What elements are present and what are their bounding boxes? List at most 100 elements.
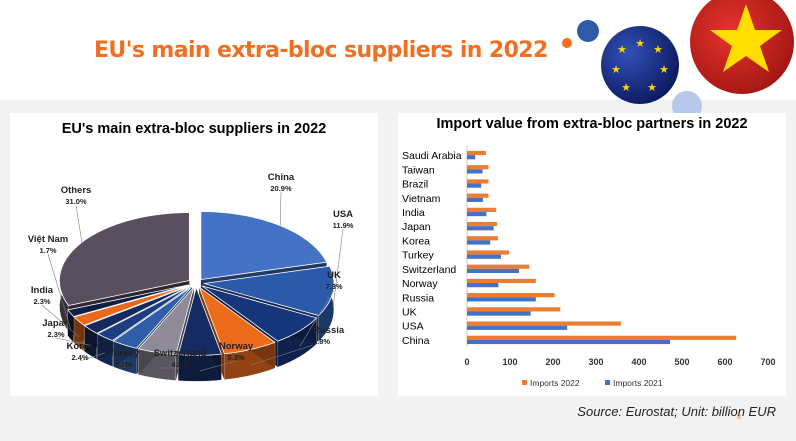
pie-slice-switzerland <box>137 286 195 355</box>
bar-imports-2021-brazil <box>467 183 482 188</box>
svg-text:★: ★ <box>617 44 627 56</box>
bar-imports-2022-india <box>467 207 497 212</box>
pie-leader-uk <box>299 289 335 347</box>
orange-dot-decoration <box>562 38 572 48</box>
bar-imports-2022-russia <box>467 293 555 298</box>
pie-leader-russia <box>250 344 314 366</box>
bar-imports-2022-china <box>467 335 737 340</box>
bar-imports-2021-japan <box>467 226 494 231</box>
bar-imports-2021-russia <box>467 297 536 302</box>
pie-label-india: India <box>31 285 54 296</box>
pie-value-others: 31.0% <box>65 197 87 206</box>
pie-label-norway: Norway <box>219 341 254 352</box>
pie-slice-norway <box>177 286 222 356</box>
category-label-brazil: Brazil <box>402 179 428 191</box>
pie-label-japan: Japan <box>42 318 70 329</box>
pie-leader-others <box>75 204 83 243</box>
pie-label-turkey: Turkey <box>109 348 140 359</box>
bar-imports-2022-norway <box>467 278 536 284</box>
category-label-japan: Japan <box>402 221 431 233</box>
bar-imports-2022-uk <box>467 307 561 312</box>
svg-text:★: ★ <box>621 82 631 94</box>
bar-imports-2021-india <box>467 211 487 217</box>
bar-imports-2022-switzerland <box>467 264 530 269</box>
pie-value-japan: 2.3% <box>47 330 64 339</box>
svg-text:★: ★ <box>611 64 621 76</box>
bar-imports-2021-turkey <box>467 254 501 259</box>
pie-value-korea: 2.4% <box>71 353 88 362</box>
bar-chart-title: Import value from extra-bloc partners in… <box>436 116 748 132</box>
bar-imports-2021-saudi-arabia <box>467 155 476 160</box>
svg-text:★: ★ <box>653 44 663 56</box>
pie-value-uk: 7.3% <box>325 282 342 291</box>
pie-leader-usa <box>332 228 344 308</box>
x-tick-200: 200 <box>545 357 560 367</box>
bar-imports-2021-norway <box>467 283 499 288</box>
bar-imports-2022-brazil <box>467 179 489 184</box>
pie-label-uk: UK <box>327 270 341 281</box>
pie-label-korea: Korea <box>67 341 95 352</box>
category-label-vietnam: Vietnam <box>402 193 441 205</box>
category-label-india: India <box>402 207 425 219</box>
bar-imports-2022-vietnam <box>467 193 489 198</box>
pie-leader-japan <box>55 337 91 346</box>
pie-label-others: Others <box>61 185 92 196</box>
legend-swatch-imports-2022 <box>522 380 527 385</box>
pie-value-russia: 6.8% <box>313 337 330 346</box>
category-label-saudi-arabia: Saudi Arabia <box>402 150 462 162</box>
bar-chart-panel: Import value from extra-bloc partners in… <box>398 113 786 396</box>
pie-value-china: 20.9% <box>270 184 292 193</box>
bar-imports-2022-japan <box>467 221 498 227</box>
pie-slice-japan <box>83 285 191 334</box>
pie-leader-korea <box>79 352 105 362</box>
bar-imports-2021-china <box>467 339 670 345</box>
pie-slice-korea <box>96 285 191 342</box>
pie-value-viet-nam: 1.7% <box>39 246 56 255</box>
pie-leader-china <box>279 191 282 226</box>
category-label-uk: UK <box>402 306 417 318</box>
svg-text:★: ★ <box>659 64 669 76</box>
slide-title: EU's main extra-bloc suppliers in 2022 <box>94 38 548 63</box>
category-label-turkey: Turkey <box>402 250 434 262</box>
pie-slice-russia <box>198 285 276 355</box>
pie-slice-uk <box>201 285 318 342</box>
category-label-switzerland: Switzerland <box>402 264 456 276</box>
bar-imports-2021-usa <box>467 325 568 330</box>
pie-slice-india <box>73 284 190 326</box>
bar-imports-2022-saudi-arabia <box>467 150 486 156</box>
pie-value-india: 2.3% <box>33 297 50 306</box>
bar-imports-2021-taiwan <box>467 169 483 174</box>
bar-imports-2022-turkey <box>467 250 510 255</box>
bar-imports-2021-korea <box>467 240 491 245</box>
x-tick-100: 100 <box>502 357 517 367</box>
pie-value-turkey: 3.3% <box>115 360 132 369</box>
bar-imports-2022-usa <box>467 321 621 326</box>
category-label-norway: Norway <box>402 278 438 290</box>
pie-slice-china <box>200 211 328 280</box>
svg-text:★: ★ <box>635 38 645 50</box>
page-number: 8 <box>737 414 741 421</box>
legend-label-imports-2021: Imports 2021 <box>613 378 663 388</box>
bar-imports-2022-taiwan <box>467 165 489 170</box>
pie-label-usa: USA <box>333 209 353 220</box>
category-label-korea: Korea <box>402 235 430 247</box>
category-label-taiwan: Taiwan <box>402 164 435 176</box>
pie-slice-turkey <box>112 286 193 349</box>
category-label-russia: Russia <box>402 292 434 304</box>
x-tick-400: 400 <box>631 357 646 367</box>
legend-label-imports-2022: Imports 2022 <box>530 378 580 388</box>
pie-label-switzerland: Switzerland <box>154 348 207 359</box>
x-tick-700: 700 <box>760 357 775 367</box>
pie-label-china: China <box>268 172 295 183</box>
pie-value-usa: 11.9% <box>333 221 354 230</box>
blue-dot-decoration <box>577 20 599 42</box>
pie-leader-turkey <box>123 360 125 369</box>
pie-label-viet-nam: Việt Nam <box>28 234 68 245</box>
pie-leader-india <box>41 304 79 338</box>
category-label-usa: USA <box>402 321 424 333</box>
bar-imports-2021-switzerland <box>467 268 520 274</box>
vietnam-flag-ball-icon <box>690 0 794 94</box>
pie-chart-panel: EU's main extra-bloc suppliers in 2022 C… <box>10 113 378 396</box>
x-tick-300: 300 <box>588 357 603 367</box>
